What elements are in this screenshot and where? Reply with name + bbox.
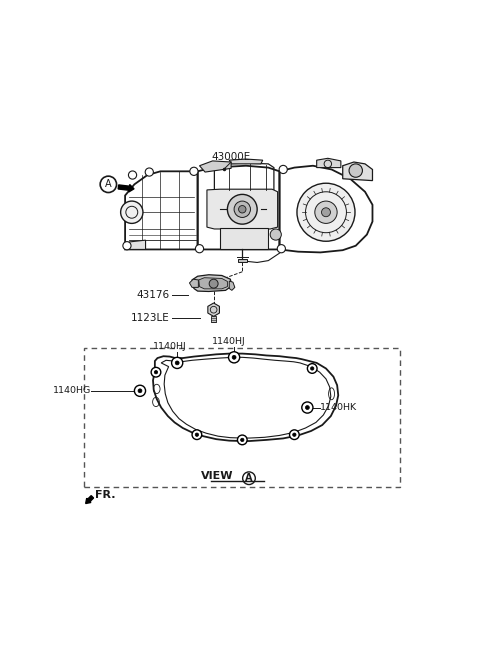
- Text: 43176: 43176: [137, 290, 170, 300]
- Circle shape: [172, 358, 183, 369]
- Polygon shape: [317, 158, 341, 167]
- Text: A: A: [245, 473, 253, 483]
- Circle shape: [151, 367, 161, 377]
- Text: FR.: FR.: [95, 490, 115, 500]
- Polygon shape: [211, 316, 216, 322]
- Circle shape: [240, 438, 244, 441]
- FancyArrow shape: [85, 496, 94, 504]
- Circle shape: [302, 402, 313, 413]
- Text: 1140HJ: 1140HJ: [212, 337, 246, 346]
- Circle shape: [349, 164, 362, 177]
- Polygon shape: [229, 281, 235, 291]
- Circle shape: [192, 430, 202, 440]
- Circle shape: [232, 356, 236, 359]
- Circle shape: [239, 205, 246, 213]
- Circle shape: [145, 168, 154, 176]
- Polygon shape: [192, 275, 232, 291]
- Polygon shape: [238, 258, 247, 262]
- Text: 1140HJ: 1140HJ: [153, 342, 187, 352]
- Polygon shape: [229, 159, 263, 164]
- Text: 1140HK: 1140HK: [321, 403, 358, 412]
- Circle shape: [234, 201, 251, 217]
- Circle shape: [209, 279, 218, 288]
- Circle shape: [277, 245, 286, 253]
- Bar: [84, 348, 400, 487]
- Circle shape: [195, 433, 199, 436]
- Polygon shape: [207, 189, 277, 229]
- Circle shape: [279, 165, 288, 174]
- Circle shape: [100, 176, 117, 192]
- Circle shape: [129, 171, 137, 179]
- Circle shape: [123, 241, 131, 250]
- Text: 1123LE: 1123LE: [131, 314, 170, 323]
- Circle shape: [134, 385, 145, 396]
- FancyArrow shape: [118, 184, 134, 192]
- Circle shape: [289, 430, 299, 440]
- Polygon shape: [200, 161, 231, 172]
- Text: A: A: [105, 179, 112, 190]
- Circle shape: [270, 229, 281, 240]
- Circle shape: [228, 194, 257, 224]
- Circle shape: [297, 183, 355, 241]
- Circle shape: [154, 371, 157, 374]
- Polygon shape: [220, 228, 268, 249]
- Polygon shape: [129, 240, 145, 249]
- Circle shape: [175, 361, 179, 365]
- Polygon shape: [343, 162, 372, 180]
- Polygon shape: [208, 303, 219, 316]
- Text: 43000E: 43000E: [212, 152, 251, 162]
- Polygon shape: [190, 279, 198, 287]
- Polygon shape: [153, 354, 338, 441]
- Text: VIEW: VIEW: [201, 471, 233, 482]
- Circle shape: [293, 433, 296, 436]
- Circle shape: [190, 167, 198, 175]
- Circle shape: [138, 389, 142, 393]
- Text: 1140HG: 1140HG: [53, 386, 91, 396]
- Circle shape: [322, 208, 330, 216]
- Polygon shape: [199, 277, 228, 289]
- Circle shape: [120, 201, 143, 224]
- Circle shape: [238, 435, 247, 445]
- Circle shape: [305, 405, 309, 409]
- Circle shape: [228, 352, 240, 363]
- Circle shape: [195, 245, 204, 253]
- Circle shape: [315, 201, 337, 224]
- Circle shape: [311, 367, 314, 370]
- Circle shape: [307, 363, 317, 373]
